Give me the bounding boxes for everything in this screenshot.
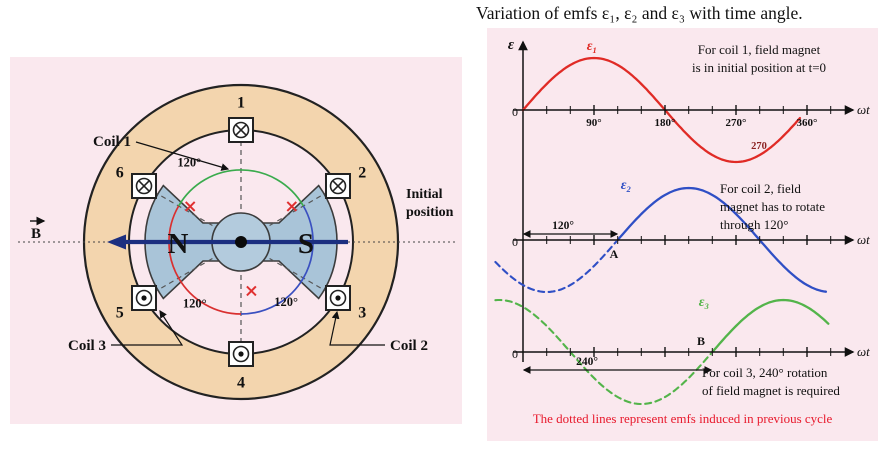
axis-ticks-3 — [546, 347, 832, 357]
tick-label-180: 180° — [655, 117, 676, 129]
coil2-label: Coil 2 — [390, 338, 428, 354]
stator-slot-2: 2 — [324, 165, 366, 199]
stator-slot-4: 4 — [228, 341, 254, 392]
angle-arc-label: 120° — [183, 297, 207, 311]
coil2-note-line3: through 120° — [720, 217, 788, 232]
stator-slot-6: 6 — [116, 165, 158, 199]
figure-title: Variation of emfs ε₁, ε₂ and ε₃ with tim… — [476, 3, 803, 23]
tick-label-90: 90° — [586, 117, 601, 129]
emf-graphs-panel: ε 0 ωt 90° 180° 270° 360° 270 ε₁ For coi… — [487, 28, 878, 441]
angle-arc — [168, 205, 242, 315]
emf3-label: ε₃ — [699, 295, 710, 310]
initial-position-label-line1: Initial — [406, 187, 443, 202]
angle-arc — [240, 205, 314, 315]
emf2-label: ε₂ — [621, 178, 632, 193]
coil1-note-line1: For coil 1, field magnet — [698, 42, 821, 57]
point-a-label: A — [610, 247, 619, 261]
cross-stroke — [235, 124, 247, 136]
emf1-curve — [521, 56, 802, 164]
axis-ticks-1 — [546, 105, 832, 115]
emf-graphs: ε 0 ωt 90° 180° 270° 360° 270 ε₁ For coi… — [494, 37, 870, 406]
emf3-curve-group — [494, 298, 830, 406]
b-field-label: B — [31, 226, 41, 242]
slot-number: 1 — [237, 95, 245, 112]
span-label-240: 240° — [576, 356, 598, 368]
trough-270-label: 270 — [751, 141, 767, 152]
coil3-note-line2: of field magnet is required — [702, 383, 840, 398]
omega-t-label-1: ωt — [857, 102, 870, 117]
emf2-curve-group — [494, 186, 828, 294]
tick-label-270: 270° — [726, 117, 747, 129]
emf3-previous-cycle-curve — [494, 298, 712, 406]
cross-mark — [286, 201, 297, 212]
emf2-curve — [616, 186, 828, 293]
angle-arcs: 120°120° 120° — [168, 155, 314, 315]
cross-stroke — [332, 180, 344, 192]
north-pole-label: N — [168, 228, 189, 260]
angle-arc — [177, 169, 305, 207]
b-field-arrowhead-icon — [107, 234, 126, 250]
stator-slot-5: 5 — [116, 285, 158, 322]
coil2-note-line2: magnet has to rotate — [720, 199, 825, 214]
slot-number: 2 — [358, 165, 366, 182]
omega-t-label-2: ωt — [857, 232, 870, 247]
stator-slots: 1 2 3 4 5 6 — [116, 95, 366, 392]
coil1-note-line2: is in initial position at t=0 — [692, 60, 826, 75]
coil3-leader-line — [111, 310, 184, 346]
emf2-previous-cycle-curve — [494, 240, 618, 294]
zero-label-1: 0 — [512, 105, 518, 119]
emf1-label: ε₁ — [587, 39, 598, 54]
coil2-note-line1: For coil 2, field — [720, 181, 801, 196]
angle-arc-label: 120° — [274, 295, 298, 309]
stator-slot-1: 1 — [228, 95, 254, 143]
coil1-leader-line — [135, 141, 230, 171]
tick-label-360: 360° — [797, 117, 818, 129]
dot-mark — [335, 295, 341, 301]
cross-marks — [185, 201, 297, 297]
zero-label-2: 0 — [512, 235, 518, 249]
point-b-label: B — [697, 334, 705, 348]
slot-number: 3 — [358, 305, 366, 322]
slot-number: 4 — [237, 375, 245, 392]
coil3-note-line1: For coil 3, 240° rotation — [702, 365, 828, 380]
south-pole-label: S — [298, 228, 314, 260]
zero-label-3: 0 — [512, 347, 518, 361]
shaft-dot — [235, 236, 247, 248]
span-label-120: 120° — [552, 220, 574, 232]
coil2-leader-line — [329, 310, 385, 346]
stator-slot-3: 3 — [324, 285, 366, 322]
dot-mark — [141, 295, 147, 301]
footnote: The dotted lines represent emfs induced … — [532, 411, 833, 426]
emf-axis-label: ε — [508, 37, 515, 53]
initial-position-label-line2: position — [406, 205, 454, 220]
dot-mark — [238, 351, 244, 357]
cross-mark — [185, 201, 196, 212]
slot-number: 5 — [116, 305, 124, 322]
cross-mark — [246, 285, 257, 297]
emf1-curve-group — [521, 56, 802, 164]
emf3-curve — [711, 298, 830, 354]
omega-t-label-3: ωt — [857, 344, 870, 359]
coil3-label: Coil 3 — [68, 338, 106, 354]
slot-number: 6 — [116, 165, 124, 182]
cross-stroke — [138, 180, 150, 192]
coil1-label: Coil 1 — [93, 134, 131, 150]
